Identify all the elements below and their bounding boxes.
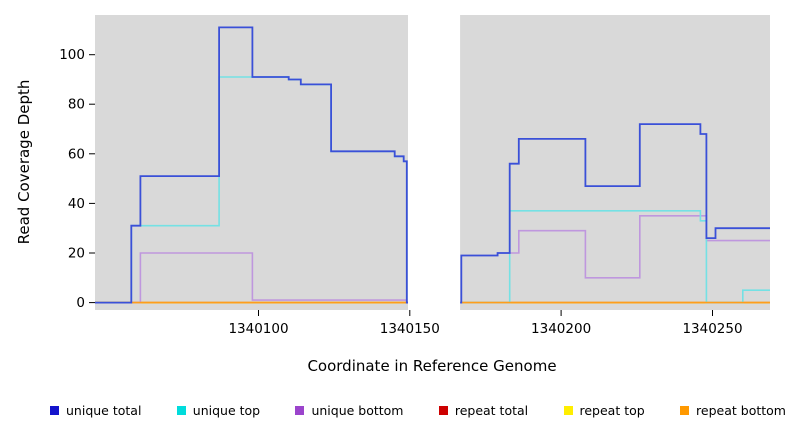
legend-swatch-unique-top	[176, 405, 186, 415]
legend-swatch-unique-bottom	[295, 405, 305, 415]
x-tick-label: 1340150	[380, 321, 440, 337]
y-tick-label: 40	[68, 196, 85, 212]
legend-swatch-repeat-bottom	[680, 405, 690, 415]
legend-item-repeat-bottom: repeat bottom	[680, 403, 786, 418]
legend-label-repeat-bottom: repeat bottom	[696, 402, 786, 418]
legend-label-unique-bottom: unique bottom	[311, 402, 404, 418]
legend: unique total unique top unique bottom re…	[50, 398, 786, 422]
y-tick-label: 60	[68, 146, 85, 162]
series-unique-total	[95, 26, 770, 304]
y-tick-label: 100	[59, 47, 85, 63]
legend-label-unique-top: unique top	[192, 402, 261, 418]
legend-swatch-repeat-top	[563, 405, 573, 415]
y-tick-label: 0	[76, 295, 85, 311]
x-tick-label: 1340100	[228, 321, 288, 337]
no-data-gap	[408, 15, 461, 310]
legend-label-repeat-total: repeat total	[454, 402, 529, 418]
y-tick-label: 20	[68, 246, 85, 262]
legend-item-repeat-total: repeat total	[438, 402, 529, 418]
x-axis-label: Coordinate in Reference Genome	[307, 357, 557, 375]
legend-label-unique-total: unique total	[66, 402, 142, 418]
legend-item-unique-total: unique total	[50, 403, 141, 418]
legend-item-unique-bottom: unique bottom	[295, 402, 404, 418]
x-tick-label: 1340200	[531, 321, 591, 337]
legend-item-repeat-top: repeat top	[563, 402, 645, 418]
y-tick-label: 80	[68, 97, 85, 113]
y-axis-label: Read Coverage Depth	[15, 79, 33, 245]
legend-swatch-unique-total	[50, 405, 59, 415]
legend-swatch-repeat-total	[438, 405, 448, 415]
legend-item-unique-top: unique top	[176, 402, 261, 418]
legend-label-repeat-top: repeat top	[579, 402, 645, 418]
x-tick-label: 1340250	[682, 321, 742, 337]
